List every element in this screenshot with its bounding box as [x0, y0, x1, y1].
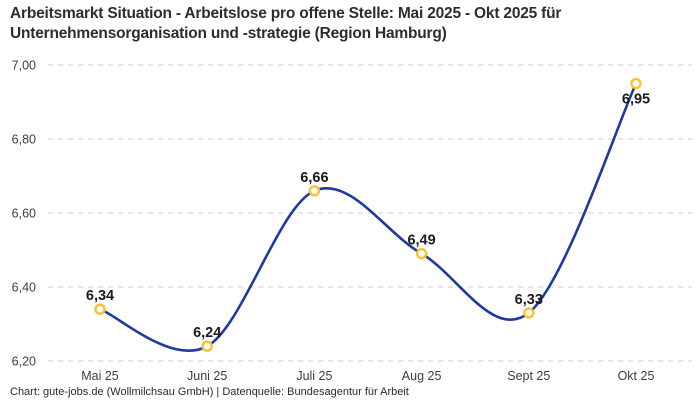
y-tick-label: 6,60: [12, 207, 36, 221]
data-point-label: 6,24: [193, 325, 221, 341]
data-point-marker: [94, 303, 106, 315]
x-tick-label: Mai 25: [81, 369, 119, 383]
chart-title: Arbeitsmarkt Situation - Arbeitslose pro…: [10, 5, 562, 43]
chart-source: Chart: gute-jobs.de (Wollmilchsau GmbH) …: [10, 386, 409, 398]
y-tick-label: 6,80: [12, 133, 36, 147]
data-point-marker: [308, 185, 321, 197]
x-tick-label: Juni 25: [187, 369, 227, 383]
data-point-label: 6,49: [407, 233, 435, 249]
y-tick-label: 6,40: [12, 281, 36, 295]
data-point-label: 6,66: [300, 170, 328, 186]
data-line: [98, 82, 638, 353]
x-tick-label: Aug 25: [402, 369, 442, 383]
data-point-label: 6,34: [86, 288, 114, 304]
x-tick-label: Sept 25: [507, 369, 550, 383]
data-point-marker: [415, 247, 428, 260]
data-point-label: 6,95: [622, 92, 650, 108]
data-point-marker: [201, 340, 213, 352]
x-tick-label: Juli 25: [296, 369, 332, 383]
y-tick-label: 6,20: [12, 355, 36, 369]
x-tick-label: Okt 25: [618, 369, 655, 383]
data-point-marker: [630, 77, 642, 90]
y-tick-label: 7,00: [12, 59, 36, 73]
data-point-marker: [523, 307, 535, 319]
data-point-label: 6,33: [515, 292, 543, 308]
